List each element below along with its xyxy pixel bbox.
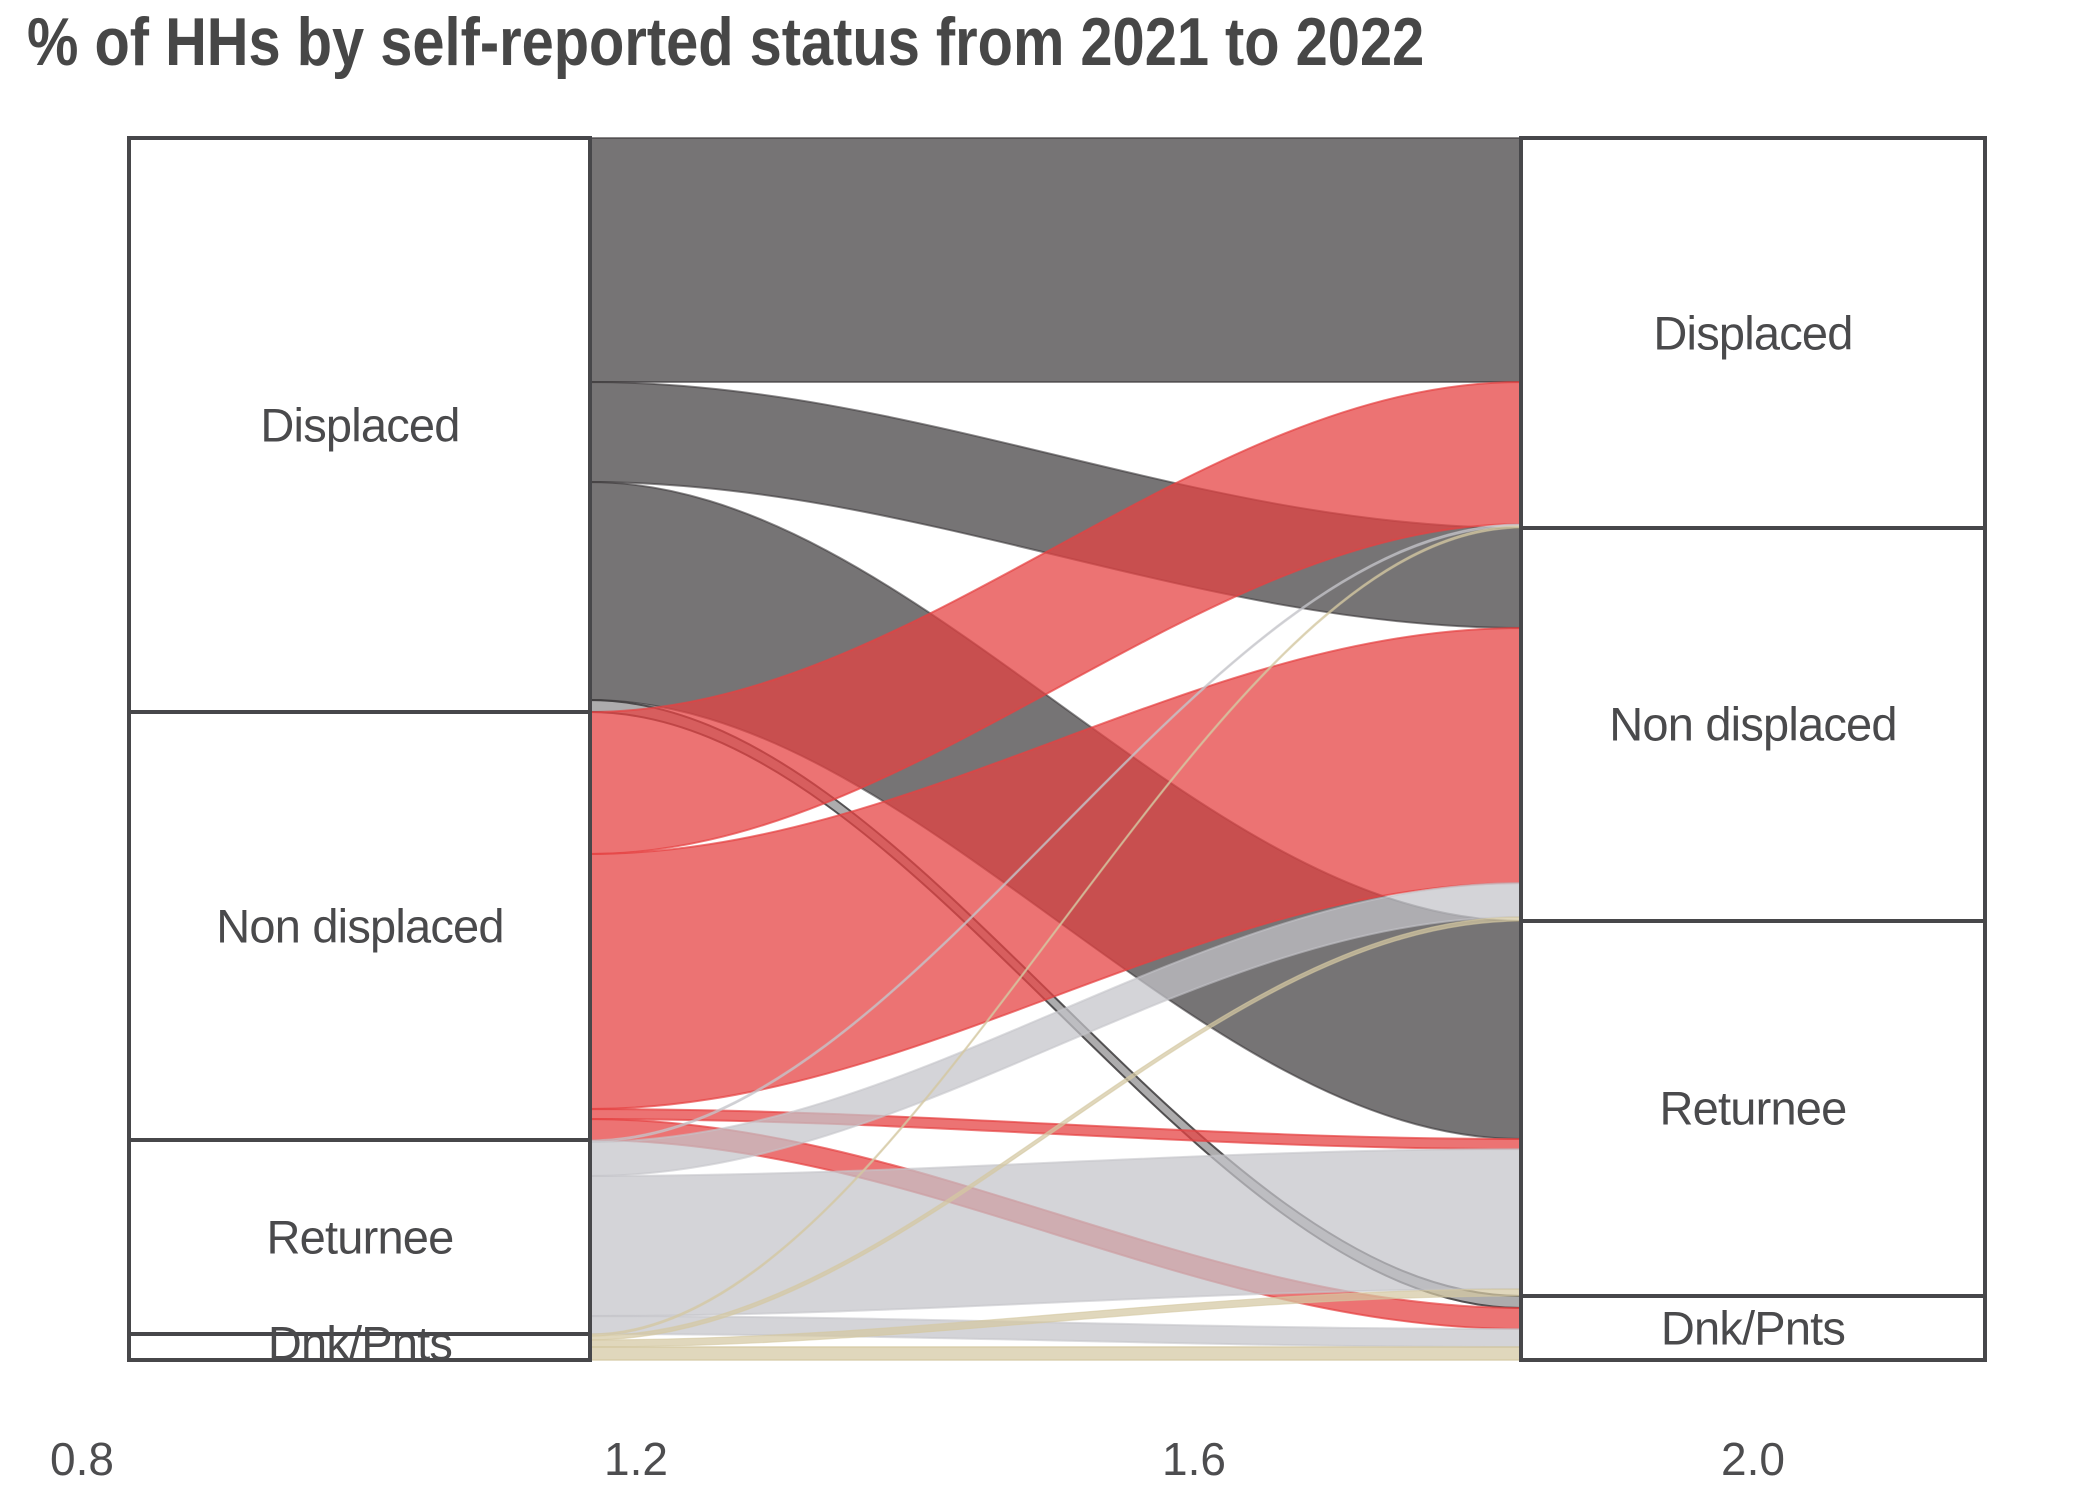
svg-text:Non displaced: Non displaced [216,900,503,953]
svg-text:Dnk/Pnts: Dnk/Pnts [268,1317,452,1370]
svg-text:Returnee: Returnee [1660,1082,1847,1135]
svg-text:Dnk/Pnts: Dnk/Pnts [1661,1302,1845,1355]
svg-text:Displaced: Displaced [260,399,459,452]
svg-text:1.6: 1.6 [1162,1433,1226,1485]
svg-text:Returnee: Returnee [267,1211,454,1264]
svg-text:0.8: 0.8 [50,1433,114,1485]
svg-text:1.2: 1.2 [604,1433,668,1485]
svg-text:Non displaced: Non displaced [1609,698,1896,751]
svg-text:2.0: 2.0 [1721,1433,1785,1485]
svg-text:Displaced: Displaced [1653,307,1852,360]
